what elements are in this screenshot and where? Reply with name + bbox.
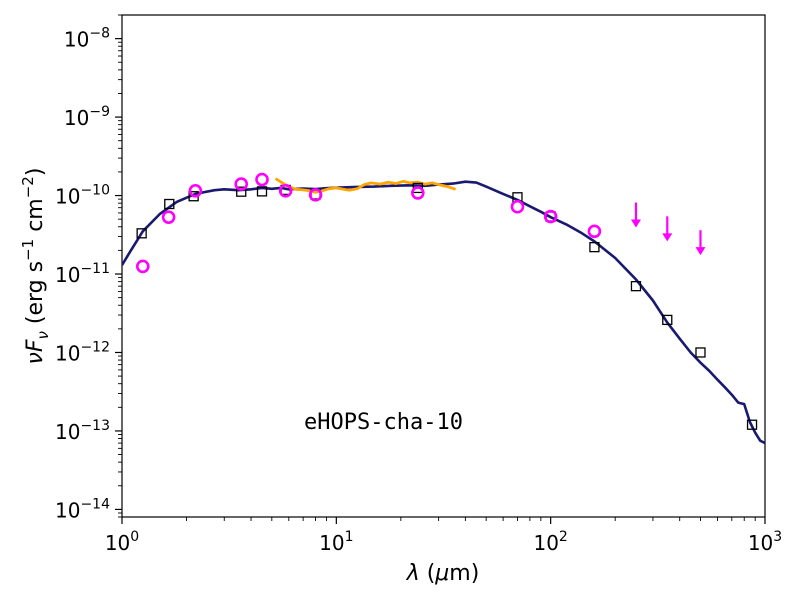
upper-limit-arrow-head <box>695 247 706 256</box>
plot-frame <box>121 14 766 518</box>
observed-flux-circle <box>188 183 203 198</box>
upper-limit-arrow-head <box>662 233 673 242</box>
observed-flux-circle <box>510 199 525 214</box>
model-flux-square <box>630 281 642 292</box>
observed-flux-circle <box>255 172 269 187</box>
x-tick-label: 103 <box>748 529 782 555</box>
model-flux-square <box>256 186 268 197</box>
observed-flux-circle <box>308 188 323 202</box>
y-tick-label: 10−14 <box>55 496 110 522</box>
y-tick-label: 10−8 <box>64 26 110 52</box>
observed-flux-circle <box>543 209 558 224</box>
y-tick-label: 10−12 <box>55 339 110 365</box>
observed-flux-circle <box>278 183 293 198</box>
model-flux-square <box>164 198 175 210</box>
model-flux-square <box>662 314 673 326</box>
x-tick-label: 101 <box>319 529 353 555</box>
observed-flux-circle <box>135 259 150 274</box>
model-flux-square <box>746 419 758 430</box>
upper-limit-arrow-head <box>630 219 641 228</box>
y-tick-label: 10−9 <box>64 104 110 130</box>
data-marks <box>122 172 765 445</box>
observed-flux-circle <box>161 210 176 224</box>
model-flux-square <box>136 228 147 239</box>
series-line-0 <box>122 180 765 445</box>
x-axis-label: λ (μm) <box>406 561 480 586</box>
y-tick-label: 10−13 <box>55 418 110 444</box>
series-line-1 <box>274 177 457 194</box>
observed-flux-circle <box>411 186 425 200</box>
observed-flux-circle <box>587 224 602 239</box>
model-flux-square <box>589 241 600 253</box>
model-flux-square <box>236 186 247 197</box>
model-flux-square <box>695 347 706 358</box>
x-tick-label: 100 <box>105 529 139 555</box>
x-tick-label: 102 <box>533 529 567 555</box>
source-annotation: eHOPS-cha-10 <box>304 410 463 435</box>
y-tick-label: 10−11 <box>55 261 110 287</box>
y-axis-label: νFν (erg s−1 cm−2) <box>19 168 52 365</box>
y-tick-label: 10−10 <box>55 183 110 209</box>
axis-ticks: 100 101 102 103 10−14 10−13 10−12 10−11 10−10 10−… <box>55 14 782 555</box>
observed-flux-circle <box>234 177 249 191</box>
